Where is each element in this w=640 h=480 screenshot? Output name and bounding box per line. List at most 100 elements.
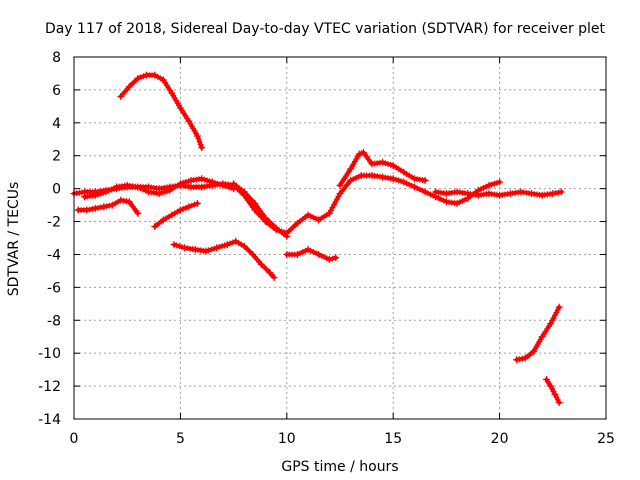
data-point-marker bbox=[352, 174, 359, 181]
series-arc-8 bbox=[283, 246, 340, 263]
data-point-marker bbox=[395, 177, 402, 184]
data-point bbox=[102, 188, 110, 196]
data-point bbox=[357, 171, 365, 179]
data-point bbox=[368, 160, 376, 168]
x-tick-label: 10 bbox=[278, 431, 296, 447]
data-point bbox=[453, 199, 461, 207]
data-point bbox=[347, 176, 355, 184]
data-point bbox=[442, 198, 450, 206]
data-point-marker bbox=[310, 248, 317, 255]
data-point-marker bbox=[105, 187, 112, 194]
data-point-marker bbox=[140, 73, 147, 80]
data-point-marker bbox=[321, 253, 328, 260]
data-point-marker bbox=[176, 243, 183, 250]
data-point bbox=[108, 201, 116, 209]
data-point-marker bbox=[97, 190, 104, 197]
data-point-marker bbox=[221, 242, 228, 249]
data-point bbox=[74, 206, 82, 214]
x-tick-label: 0 bbox=[70, 431, 79, 447]
data-point bbox=[151, 71, 159, 79]
data-point-marker bbox=[313, 215, 320, 222]
data-point bbox=[193, 132, 201, 140]
data-point-marker bbox=[217, 181, 224, 188]
data-point-marker bbox=[387, 161, 394, 168]
data-point bbox=[240, 188, 248, 196]
y-tick-label: 2 bbox=[52, 149, 61, 165]
data-point-marker bbox=[307, 213, 314, 220]
data-point bbox=[232, 237, 240, 245]
tick-labels: 0 5 10 15 20 25 -14 -12 -10 -8 -6 -4 -2 0 2 4 6 8 bbox=[38, 50, 615, 447]
data-point-marker bbox=[197, 141, 204, 148]
data-point bbox=[198, 144, 206, 151]
data-point bbox=[389, 175, 397, 183]
data-point bbox=[185, 203, 193, 211]
data-point-marker bbox=[459, 197, 466, 204]
data-point bbox=[389, 162, 397, 170]
data-point bbox=[506, 190, 514, 198]
data-point-marker bbox=[430, 192, 437, 199]
data-point bbox=[325, 255, 333, 263]
data-point bbox=[176, 180, 184, 188]
data-point bbox=[176, 206, 184, 214]
y-tick-label: -14 bbox=[38, 412, 61, 428]
data-point bbox=[293, 219, 301, 227]
data-point-marker bbox=[424, 190, 431, 197]
data-point bbox=[257, 260, 265, 268]
y-axis-title: SDTVAR / TECUs bbox=[6, 182, 22, 297]
data-point bbox=[81, 193, 89, 201]
data-point bbox=[542, 376, 550, 384]
series-arc-7 bbox=[230, 180, 291, 240]
data-point-marker bbox=[218, 243, 225, 250]
data-point bbox=[528, 190, 536, 198]
data-point-marker bbox=[350, 176, 357, 183]
chart-title: Day 117 of 2018, Sidereal Day-to-day VTE… bbox=[45, 21, 606, 37]
data-point bbox=[230, 180, 238, 188]
data-point bbox=[166, 186, 174, 194]
data-point-marker bbox=[329, 255, 336, 262]
data-point bbox=[421, 176, 429, 184]
data-point bbox=[557, 188, 565, 196]
data-point bbox=[272, 224, 280, 232]
y-tick-label: -4 bbox=[47, 247, 61, 263]
data-point bbox=[113, 183, 121, 191]
x-tick-label: 5 bbox=[176, 431, 185, 447]
data-point bbox=[125, 83, 133, 91]
data-point bbox=[359, 148, 367, 156]
data-point bbox=[240, 242, 248, 250]
series-arc-11 bbox=[513, 303, 563, 364]
data-point bbox=[530, 348, 538, 356]
data-point bbox=[485, 190, 493, 198]
data-point bbox=[134, 74, 142, 82]
data-point bbox=[464, 190, 472, 198]
data-point bbox=[185, 117, 193, 125]
data-point-marker bbox=[403, 180, 410, 187]
data-point-marker bbox=[382, 160, 389, 167]
data-point bbox=[555, 303, 563, 311]
data-point-marker bbox=[178, 244, 185, 251]
data-point-marker bbox=[211, 179, 218, 186]
series-arc-1 bbox=[117, 71, 206, 151]
data-point-marker bbox=[216, 244, 223, 251]
data-point bbox=[187, 183, 195, 191]
data-point bbox=[347, 165, 355, 173]
data-point-marker bbox=[392, 176, 399, 183]
data-point-marker bbox=[491, 180, 498, 187]
data-point-marker bbox=[488, 181, 495, 188]
data-point-marker bbox=[302, 247, 309, 254]
y-tick-label: -12 bbox=[38, 379, 61, 395]
data-point bbox=[123, 181, 131, 189]
series-arc-10 bbox=[432, 188, 565, 199]
data-point bbox=[538, 333, 546, 341]
data-point bbox=[304, 246, 312, 254]
data-point bbox=[315, 250, 323, 258]
series-arc-9 bbox=[336, 148, 429, 189]
data-point-marker bbox=[299, 248, 306, 255]
data-point-marker bbox=[208, 246, 215, 253]
data-point-marker bbox=[355, 173, 362, 180]
data-point bbox=[555, 399, 563, 407]
data-point-marker bbox=[180, 179, 187, 186]
data-point-marker bbox=[140, 186, 147, 193]
data-point-marker bbox=[100, 189, 107, 196]
data-point-marker bbox=[480, 184, 487, 191]
